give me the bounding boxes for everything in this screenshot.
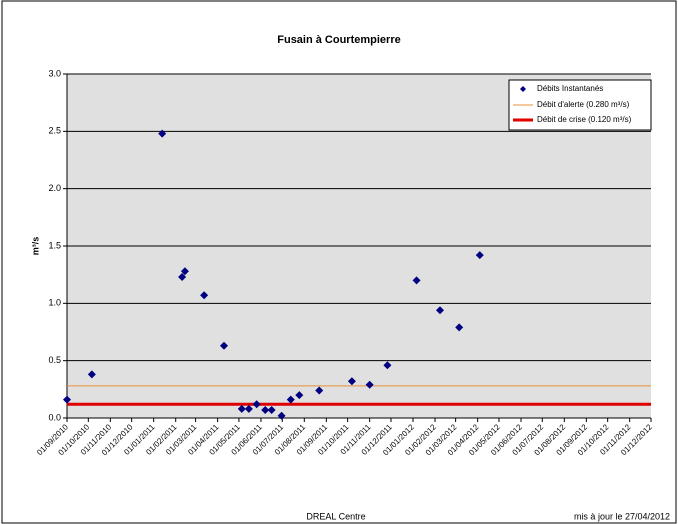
data-point [365, 380, 374, 389]
y-tick-label: 1.0 [48, 298, 61, 308]
footer-left: DREAL Centre [306, 511, 365, 521]
data-point [87, 370, 96, 379]
legend-marker [520, 86, 526, 92]
data-point [295, 391, 304, 400]
y-tick-label: 3.0 [48, 68, 61, 78]
y-tick-label: 1.5 [48, 240, 61, 250]
data-point [63, 395, 71, 404]
data-point [267, 405, 276, 414]
data-point [315, 386, 324, 395]
data-point [252, 400, 261, 409]
data-point [158, 129, 167, 138]
data-point [475, 251, 484, 260]
footer-right: mis à jour le 27/04/2012 [574, 511, 670, 521]
legend-label: Débit de crise (0.120 m³/s) [537, 115, 632, 124]
y-tick-label: 0.0 [48, 412, 61, 422]
data-point [244, 404, 253, 413]
data-point [455, 323, 464, 332]
data-point [178, 272, 187, 281]
y-tick-label: 2.0 [48, 183, 61, 193]
y-tick-label: 2.5 [48, 126, 61, 136]
data-point [261, 405, 270, 414]
y-tick-label: 0.5 [48, 355, 61, 365]
data-point [412, 276, 421, 285]
data-point [435, 306, 444, 315]
y-axis-label: m³/s [30, 237, 40, 256]
data-point [200, 291, 209, 300]
data-point [383, 361, 392, 370]
data-point [237, 404, 246, 413]
data-point [180, 267, 189, 276]
chart-title: Fusain à Courtempierre [277, 34, 400, 46]
legend-label: Débit d'alerte (0.280 m³/s) [537, 100, 630, 109]
data-point [286, 395, 295, 404]
data-point [220, 341, 229, 350]
data-point [347, 377, 356, 386]
data-point [277, 411, 286, 420]
legend-label: Débits Instantanés [537, 84, 603, 93]
